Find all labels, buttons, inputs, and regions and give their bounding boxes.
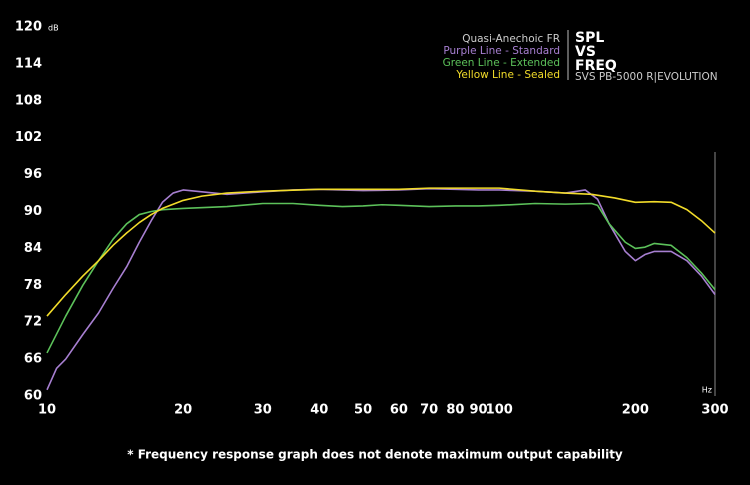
y-tick-label: 66 (24, 352, 42, 367)
y-tick-label: 120 (15, 20, 42, 35)
legend-entry: Purple Line - Standard (443, 45, 560, 57)
title-line: FREQ (575, 58, 617, 74)
legend-title: Quasi-Anechoic FR (462, 33, 560, 45)
y-tick-label: 84 (24, 241, 42, 256)
footnote: * Frequency response graph does not deno… (127, 448, 623, 462)
y-tick-label: 96 (24, 167, 42, 182)
y-tick-label: 60 (24, 389, 42, 404)
title-line: SPL (575, 30, 604, 46)
x-tick-label: 50 (354, 403, 372, 418)
x-tick-label: 40 (310, 403, 328, 418)
y-tick-label: 108 (15, 93, 42, 108)
y-tick-label: 90 (24, 204, 42, 219)
x-tick-label: 60 (390, 403, 408, 418)
y-tick-label: 114 (15, 56, 42, 71)
x-tick-label: 70 (420, 403, 438, 418)
x-tick-label: 300 (701, 403, 728, 418)
x-unit: Hz (702, 386, 712, 395)
x-tick-label: 30 (254, 403, 272, 418)
y-tick-label: 78 (24, 278, 42, 293)
y-tick-label: 102 (15, 130, 42, 145)
x-tick-label: 10 (38, 403, 56, 418)
series-line (46, 187, 716, 317)
legend-entry: Green Line - Extended (443, 57, 560, 69)
x-tick-label: 80 (446, 403, 464, 418)
title-line: VS (575, 44, 596, 60)
x-tick-label: 90 (469, 403, 487, 418)
series-line (46, 187, 716, 391)
y-tick-label: 72 (24, 315, 42, 330)
x-tick-label: 200 (622, 403, 649, 418)
y-unit: dB (48, 24, 59, 33)
x-tick-label: 20 (174, 403, 192, 418)
subtitle: SVS PB-5000 R|EVOLUTION (575, 71, 718, 83)
series-line (46, 202, 716, 354)
legend-entry: Yellow Line - Sealed (455, 69, 560, 81)
x-tick-label: 100 (486, 403, 513, 418)
